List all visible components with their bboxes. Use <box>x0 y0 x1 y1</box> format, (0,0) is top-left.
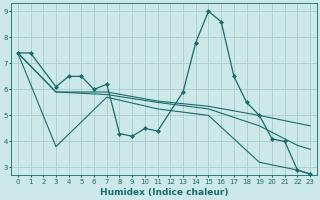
X-axis label: Humidex (Indice chaleur): Humidex (Indice chaleur) <box>100 188 228 197</box>
